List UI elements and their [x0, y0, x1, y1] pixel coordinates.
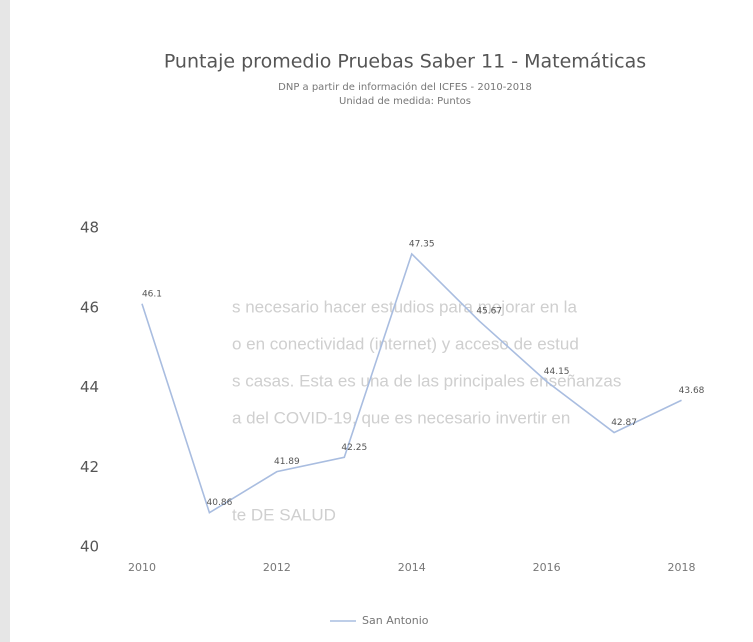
- background-line: s necesario hacer estudios para mejorar …: [232, 297, 577, 316]
- x-tick-label: 2018: [668, 561, 696, 574]
- data-label: 40.86: [207, 498, 233, 508]
- data-label: 42.87: [611, 418, 637, 428]
- background-text: s necesario hacer estudios para mejorar …: [232, 297, 621, 524]
- data-label: 41.89: [274, 457, 300, 467]
- y-tick-label: 42: [80, 458, 99, 476]
- data-label: 44.15: [544, 367, 570, 377]
- y-tick-label: 48: [80, 219, 99, 237]
- chart-subtitle: DNP a partir de información del ICFES - …: [278, 81, 532, 93]
- background-line: o en conectividad (internet) y acceso de…: [232, 334, 579, 353]
- edge: [0, 0, 10, 642]
- background-line: te DE SALUD: [232, 505, 336, 524]
- y-tick-label: 44: [80, 378, 99, 396]
- data-label: 46.1: [142, 289, 162, 299]
- data-label: 45.67: [476, 306, 502, 316]
- background-line: a del COVID-19, que es necesario inverti…: [232, 408, 570, 427]
- background-line: s casas. Esta es una de las principales …: [232, 371, 621, 390]
- panel: [10, 0, 753, 642]
- data-label: 47.35: [409, 239, 435, 249]
- series-line: [141, 252, 682, 514]
- x-tick-label: 2014: [398, 561, 426, 574]
- x-tick-label: 2016: [533, 561, 561, 574]
- legend-label: San Antonio: [362, 614, 429, 627]
- chart-subtitle: Unidad de medida: Puntos: [339, 96, 471, 107]
- y-tick-label: 40: [80, 538, 99, 556]
- x-tick-label: 2012: [263, 561, 291, 574]
- data-label: 43.68: [679, 386, 705, 396]
- data-label: 42.25: [341, 443, 367, 453]
- chart-title: Puntaje promedio Pruebas Saber 11 - Mate…: [164, 51, 646, 73]
- y-tick-label: 46: [80, 298, 99, 316]
- x-tick-label: 2010: [128, 561, 156, 574]
